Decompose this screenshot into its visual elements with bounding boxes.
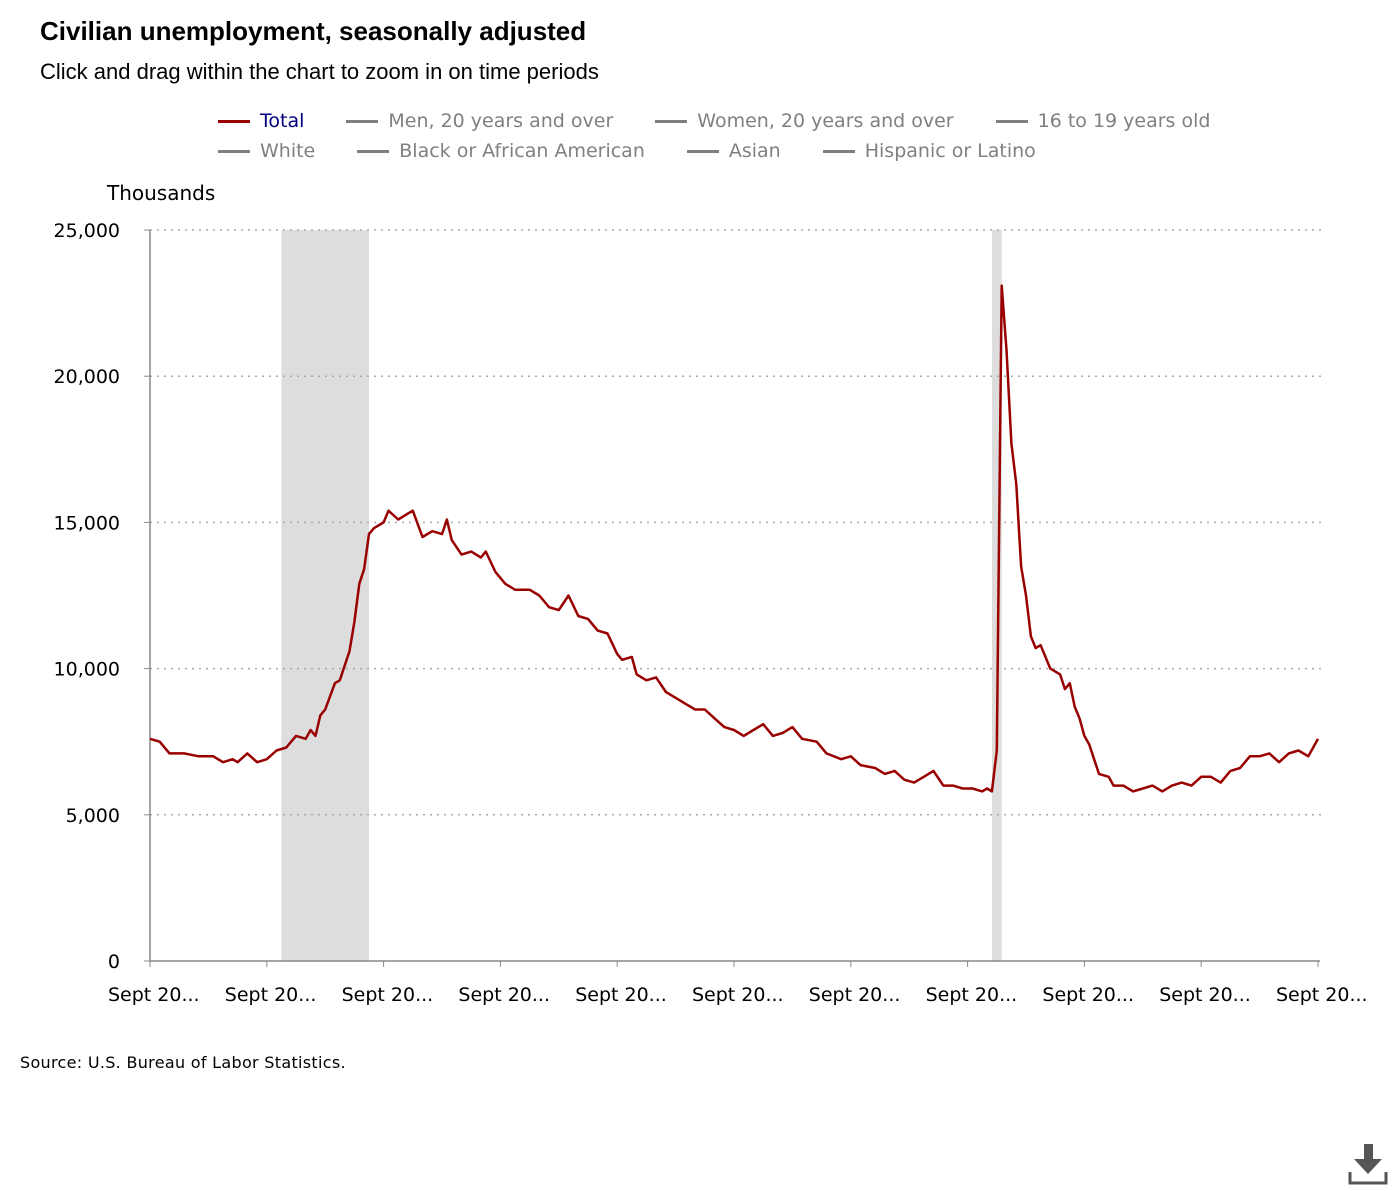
x-tick-label: Sept 20...	[1276, 984, 1368, 1006]
legend-label: White	[260, 140, 316, 162]
legend-swatch	[218, 119, 250, 123]
legend-label: Asian	[728, 140, 781, 162]
legend-swatch	[218, 149, 250, 153]
series-line-total	[149, 284, 1320, 793]
x-tick-label: Sept 20...	[809, 984, 901, 1006]
y-tick-label: 10,000	[54, 659, 120, 681]
y-tick-label: 5,000	[66, 805, 120, 827]
legend: Total Men, 20 years and over Women, 20 y…	[218, 106, 1252, 166]
legend-swatch	[995, 119, 1028, 123]
x-tick-label: Sept 20...	[1042, 984, 1134, 1006]
legend-item-teens[interactable]: 16 to 19 years old	[995, 110, 1211, 132]
legend-label: Hispanic or Latino	[864, 140, 1036, 162]
chart-subtitle: Click and drag within the chart to zoom …	[40, 59, 599, 84]
legend-label: Men, 20 years and over	[388, 110, 614, 132]
legend-swatch	[822, 149, 855, 153]
legend-item-white[interactable]: White	[218, 140, 315, 162]
legend-item-black[interactable]: Black or African American	[357, 140, 645, 162]
legend-label: Black or African American	[399, 140, 645, 162]
y-axis-label: Thousands	[106, 181, 215, 205]
legend-swatch	[686, 149, 719, 153]
x-tick-label: Sept 20...	[108, 984, 200, 1006]
x-tick-label: Sept 20...	[342, 984, 434, 1006]
recession-band	[281, 230, 369, 961]
chart-area[interactable]: Thousands 0 5,000 10,000 15,000 20,000 25,000…	[0, 0, 1400, 1040]
x-tick-label: Sept 20...	[926, 984, 1018, 1006]
legend-swatch	[655, 119, 688, 123]
legend-item-men[interactable]: Men, 20 years and over	[346, 110, 613, 132]
x-tick-label: Sept 20...	[575, 984, 667, 1006]
legend-item-asian[interactable]: Asian	[686, 140, 781, 162]
y-tick-label: 15,000	[54, 512, 120, 534]
source-note: Source: U.S. Bureau of Labor Statistics.	[20, 1053, 346, 1072]
x-tick-label: Sept 20...	[692, 984, 784, 1006]
legend-swatch	[357, 149, 390, 153]
download-button[interactable]	[1348, 1142, 1388, 1186]
legend-label: 16 to 19 years old	[1037, 110, 1211, 132]
legend-item-women[interactable]: Women, 20 years and over	[655, 110, 954, 132]
x-tick-label: Sept 20...	[458, 984, 550, 1006]
legend-label: Women, 20 years and over	[697, 110, 954, 132]
y-tick-label: 25,000	[54, 220, 120, 242]
recession-band	[991, 230, 1002, 961]
chart-title: Civilian unemployment, seasonally adjust…	[40, 16, 587, 46]
y-tick-label: 20,000	[54, 366, 120, 388]
x-tick-label: Sept 20...	[225, 984, 317, 1006]
legend-label: Total	[260, 110, 305, 132]
y-tick-label: 0	[108, 951, 120, 973]
legend-item-total[interactable]: Total	[218, 110, 304, 132]
download-icon	[1348, 1144, 1388, 1185]
legend-swatch	[346, 119, 379, 123]
legend-item-hispanic[interactable]: Hispanic or Latino	[822, 140, 1036, 162]
x-tick-label: Sept 20...	[1159, 984, 1251, 1006]
